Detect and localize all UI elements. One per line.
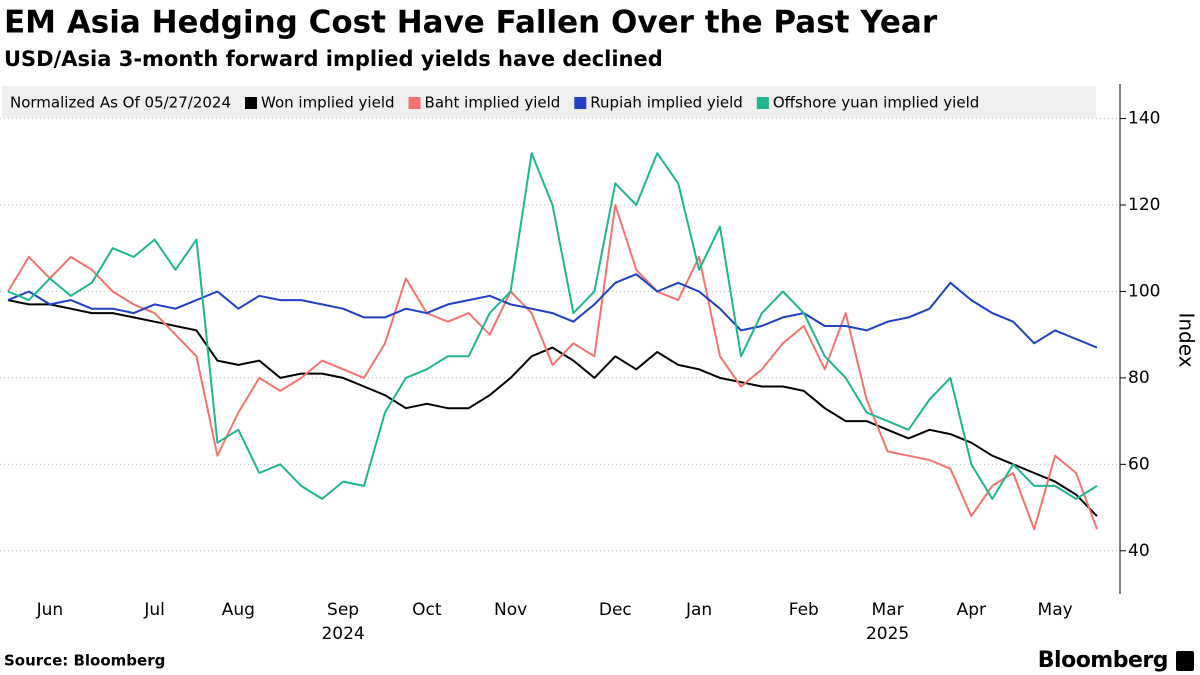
legend-swatch bbox=[756, 97, 769, 109]
x-tick-label: Jun bbox=[36, 600, 64, 620]
x-tick-label: Mar bbox=[872, 600, 904, 620]
y-tick-label: 80 bbox=[1128, 368, 1150, 388]
x-tick-label: Oct bbox=[412, 600, 442, 620]
series-line bbox=[7, 299, 1098, 517]
chart-title: EM Asia Hedging Cost Have Fallen Over th… bbox=[4, 5, 938, 41]
y-tick-label: 60 bbox=[1128, 454, 1150, 474]
x-tick-label: Sep bbox=[327, 600, 359, 620]
legend-label: Baht implied yield bbox=[425, 94, 561, 112]
chart-subtitle: USD/Asia 3-month forward implied yields … bbox=[4, 47, 663, 71]
y-axis-label: Index bbox=[1175, 312, 1199, 367]
x-year-label: 2025 bbox=[866, 624, 909, 644]
legend-swatch bbox=[245, 97, 257, 109]
x-tick-label: Jul bbox=[143, 600, 165, 620]
x-tick-label: Feb bbox=[789, 600, 819, 620]
source: Source: Bloomberg bbox=[4, 652, 165, 670]
x-tick-label: Jan bbox=[685, 600, 712, 620]
x-tick-label: May bbox=[1038, 600, 1073, 620]
legend-swatch bbox=[574, 97, 587, 109]
legend-background bbox=[2, 86, 1096, 118]
legend-label: Offshore yuan implied yield bbox=[773, 94, 979, 112]
legend-note: Normalized As Of 05/27/2024 bbox=[10, 94, 231, 112]
x-year-label: 2024 bbox=[321, 624, 364, 644]
x-tick-label: Dec bbox=[599, 600, 632, 620]
y-tick-label: 140 bbox=[1128, 109, 1160, 129]
x-tick-label: Aug bbox=[222, 600, 255, 620]
series-line bbox=[7, 273, 1098, 349]
legend-label: Rupiah implied yield bbox=[590, 94, 743, 112]
legend-label: Won implied yield bbox=[261, 94, 395, 112]
y-tick-label: 120 bbox=[1128, 195, 1160, 215]
series-line bbox=[7, 204, 1098, 531]
brand: Bloomberg bbox=[1038, 648, 1168, 673]
y-tick-label: 100 bbox=[1128, 281, 1160, 301]
x-tick-label: Apr bbox=[957, 600, 986, 620]
x-tick-label: Nov bbox=[494, 600, 527, 620]
legend-swatch bbox=[408, 97, 421, 109]
y-tick-label: 40 bbox=[1128, 541, 1150, 561]
series-line bbox=[7, 152, 1098, 500]
brand-icon bbox=[1176, 651, 1194, 671]
